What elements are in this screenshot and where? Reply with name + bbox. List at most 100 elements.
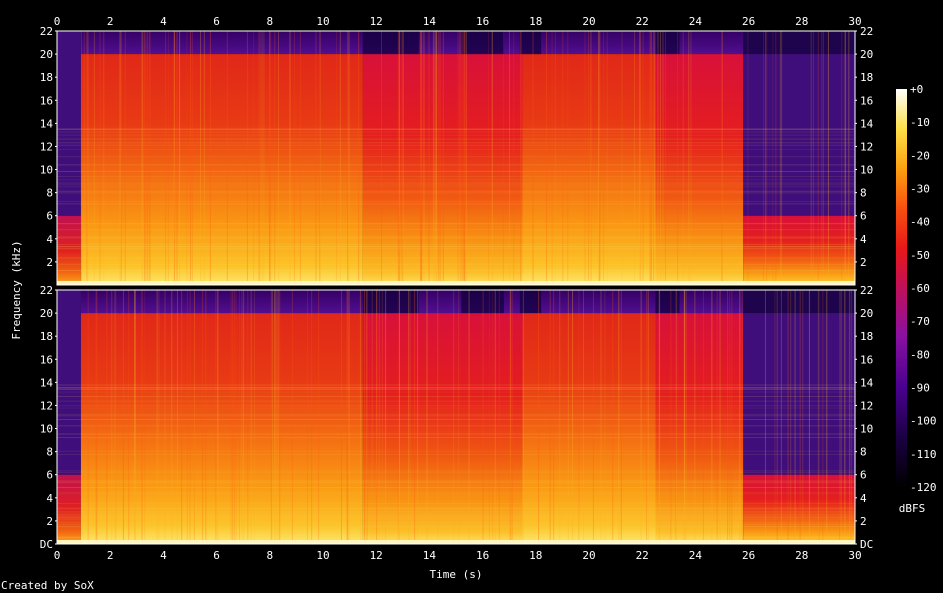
transient-streak	[299, 31, 301, 285]
transient-streak	[115, 290, 117, 544]
transient-streak	[378, 290, 380, 544]
top-gap	[362, 290, 419, 314]
transient-streak	[818, 290, 820, 544]
y-tick-label-left: 16	[40, 353, 53, 366]
y-tick-label-right: 16	[860, 353, 873, 366]
harmonic-line	[57, 203, 855, 205]
transient-streak	[205, 290, 207, 544]
transient-streak	[119, 31, 121, 285]
harmonic-line	[57, 492, 855, 494]
harmonic-line	[57, 487, 855, 489]
harmonic-line	[57, 182, 855, 184]
x-tick-label-top: 10	[316, 15, 329, 28]
transient-streak	[176, 290, 178, 544]
transient-streak	[174, 31, 176, 285]
transient-streak	[436, 31, 438, 285]
transient-streak	[719, 290, 721, 544]
transient-streak	[186, 290, 188, 544]
transient-streak	[401, 31, 403, 285]
harmonic-line	[57, 134, 855, 136]
transient-streak	[179, 31, 181, 285]
transient-streak	[142, 31, 144, 285]
transient-streak	[776, 290, 778, 544]
y-tick-label-right: 14	[860, 376, 874, 389]
transient-streak	[149, 31, 151, 285]
y-tick-label-right: DC	[860, 538, 873, 551]
transient-streak	[762, 31, 764, 285]
harmonic-line	[57, 128, 855, 130]
harmonic-line	[57, 480, 855, 482]
transient-streak	[241, 290, 243, 544]
segment-energy	[80, 313, 363, 544]
colorbar-tick-label: -110	[910, 448, 937, 461]
transient-streak	[764, 290, 766, 544]
transient-streak	[741, 290, 743, 544]
transient-streak	[397, 290, 399, 544]
transient-streak	[676, 290, 678, 544]
transient-streak	[546, 31, 548, 285]
transient-streak	[721, 31, 723, 285]
transient-streak	[319, 31, 321, 285]
transient-streak	[649, 31, 651, 285]
segment-energy	[655, 54, 744, 285]
transient-streak	[482, 290, 484, 544]
transient-streak	[603, 31, 605, 285]
harmonic-line	[57, 388, 855, 390]
transient-streak	[802, 290, 804, 544]
transient-streak	[844, 31, 846, 285]
transient-streak	[149, 31, 151, 285]
y-tick-label-left: 2	[46, 256, 53, 269]
harmonic-line	[57, 515, 855, 517]
transient-streak	[509, 290, 511, 544]
transient-streak	[144, 31, 146, 285]
transient-streak	[538, 290, 540, 544]
x-tick-label-top: 24	[689, 15, 703, 28]
transient-streak	[203, 31, 205, 285]
transient-streak	[99, 31, 101, 285]
transient-streak	[567, 290, 569, 544]
segment-top-band	[743, 290, 855, 475]
harmonic-line	[57, 184, 855, 186]
transient-streak	[399, 31, 401, 285]
transient-streak	[278, 31, 280, 285]
colorbar-label: dBFS	[899, 502, 926, 515]
harmonic-line	[57, 246, 855, 248]
y-tick-label-left: 10	[40, 164, 53, 177]
x-tick-label-bottom: 4	[160, 549, 167, 562]
dc-band	[57, 540, 855, 544]
transient-streak	[291, 290, 293, 544]
x-tick-label-bottom: 28	[795, 549, 808, 562]
harmonic-line	[57, 513, 855, 515]
harmonic-line	[57, 244, 855, 246]
x-tick-label-top: 8	[266, 15, 273, 28]
segment-energy	[57, 215, 81, 285]
transient-streak	[844, 31, 846, 285]
y-tick-label-left: 20	[40, 48, 53, 61]
x-tick-label-bottom: 6	[213, 549, 220, 562]
transient-streak	[822, 31, 824, 285]
y-tick-label-left: 16	[40, 94, 53, 107]
transient-streak	[423, 31, 425, 285]
top-gap	[743, 290, 855, 314]
transient-streak	[683, 290, 685, 544]
transient-streak	[839, 290, 841, 544]
colorbar-tick-label: -10	[910, 116, 930, 129]
transient-streak	[779, 31, 781, 285]
transient-streak	[339, 31, 341, 285]
transient-streak	[335, 31, 337, 285]
transient-streak	[293, 31, 295, 285]
harmonic-line	[57, 437, 855, 439]
transient-streak	[817, 31, 819, 285]
transient-streak	[340, 290, 342, 544]
transient-streak	[402, 31, 404, 285]
transient-streak	[739, 290, 741, 544]
dc-band	[57, 281, 855, 285]
harmonic-line	[57, 229, 855, 231]
harmonic-line	[57, 144, 855, 146]
harmonic-line	[57, 391, 855, 393]
harmonic-line	[57, 237, 855, 239]
transient-streak	[739, 290, 741, 544]
transient-streak	[346, 290, 348, 544]
transient-streak	[662, 31, 664, 285]
harmonic-line	[57, 263, 855, 265]
